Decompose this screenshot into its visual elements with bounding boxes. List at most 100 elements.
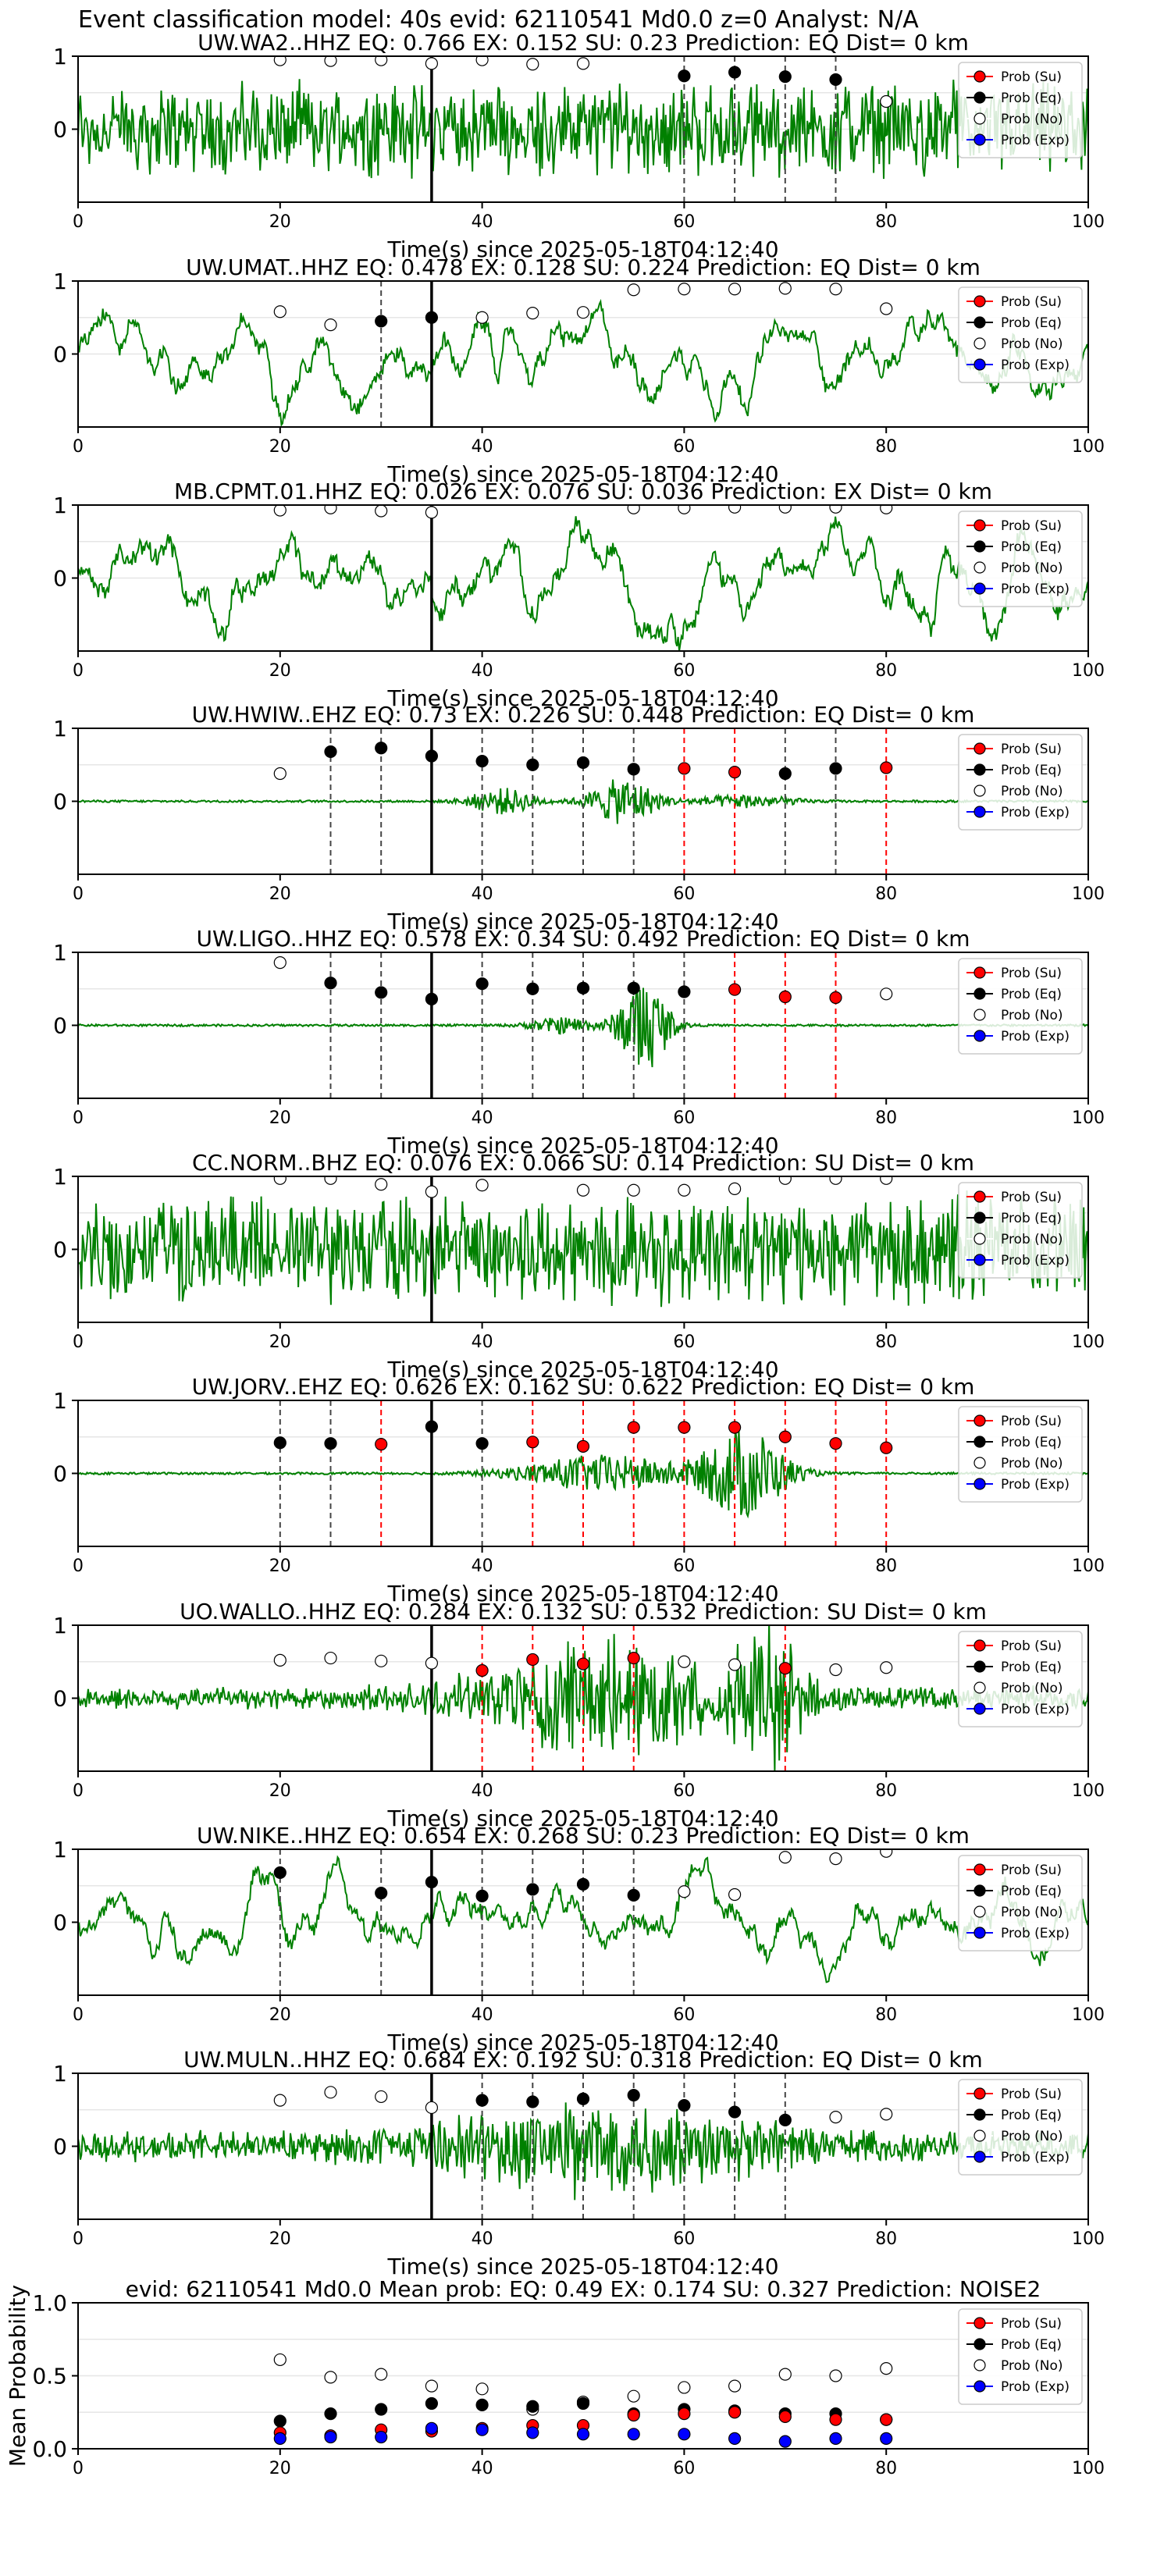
legend-label: Prob (No) — [1001, 2129, 1063, 2144]
prob-point-no — [375, 1178, 388, 1191]
mean-point-no — [880, 2362, 893, 2375]
x-tick-label: 0 — [73, 437, 84, 457]
panel-8: UW.NIKE..HHZ EQ: 0.654 EX: 0.268 SU: 0.2… — [53, 1823, 1105, 2055]
prob-point-su — [375, 1437, 388, 1451]
legend-label: Prob (Eq) — [1001, 1884, 1062, 1899]
x-tick-label: 60 — [673, 2459, 695, 2478]
y-tick-label: 1.0 — [32, 2290, 67, 2316]
prob-point-no — [829, 1852, 842, 1866]
prob-point-su — [627, 1651, 640, 1665]
x-tick-label: 0 — [73, 2229, 84, 2249]
panel-title: UW.NIKE..HHZ EQ: 0.654 EX: 0.268 SU: 0.2… — [197, 1823, 970, 1848]
prob-point-su — [526, 1653, 539, 1667]
plot-area — [78, 1400, 1088, 1546]
prob-point-eq — [778, 2113, 792, 2126]
legend-label: Prob (Su) — [1001, 966, 1062, 981]
prob-point-no — [576, 57, 590, 70]
prob-point-eq — [728, 2105, 742, 2119]
legend-marker-eq — [973, 2108, 986, 2121]
x-tick-label: 80 — [875, 1557, 897, 1576]
prob-point-no — [273, 955, 287, 970]
x-tick-label: 100 — [1072, 1108, 1105, 1128]
mean-point-exp — [425, 2421, 439, 2435]
prob-point-eq — [576, 1877, 590, 1891]
x-tick-label: 40 — [472, 437, 493, 457]
plot-area — [78, 56, 1088, 202]
x-axis-label: Time(s) since 2025-05-18T04:12:40 — [386, 2254, 778, 2279]
prob-point-eq — [627, 981, 640, 994]
mean-point-no — [273, 2353, 287, 2367]
prob-point-no — [778, 1851, 792, 1864]
y-tick-label: 1 — [53, 716, 67, 742]
x-tick-label: 40 — [472, 1108, 493, 1128]
mean-point-no — [829, 2369, 842, 2382]
prob-point-eq — [627, 763, 640, 776]
x-tick-label: 100 — [1072, 437, 1105, 457]
legend-label: Prob (Eq) — [1001, 2108, 1062, 2123]
x-axis-label: Time(s) since 2025-05-18T04:12:40 — [386, 237, 778, 262]
x-tick-label: 80 — [875, 1108, 897, 1128]
legend-marker-exp — [973, 806, 986, 818]
legend-marker-eq — [973, 1212, 986, 1224]
plot-area — [78, 1849, 1088, 1995]
prob-point-no — [324, 1176, 337, 1185]
waveform-trace — [78, 1430, 1088, 1519]
legend-marker-exp — [973, 358, 986, 371]
mean-point-no — [778, 2368, 792, 2381]
x-tick-label: 100 — [1072, 661, 1105, 681]
prob-point-eq — [627, 1888, 640, 1902]
prob-point-eq — [324, 1437, 337, 1450]
x-tick-label: 80 — [875, 2459, 897, 2478]
legend-label: Prob (No) — [1001, 1232, 1063, 1247]
panel-title: UW.HWIW..EHZ EQ: 0.73 EX: 0.226 SU: 0.44… — [192, 702, 975, 728]
y-axis-label: Mean Probability — [5, 2285, 30, 2467]
x-tick-label: 40 — [472, 884, 493, 904]
prob-point-no — [425, 2101, 439, 2115]
prob-point-no — [425, 506, 439, 519]
x-tick-label: 80 — [875, 2229, 897, 2249]
legend-marker-no — [973, 1233, 986, 1245]
prob-point-no — [880, 1176, 893, 1185]
prob-point-eq — [778, 70, 792, 84]
prob-point-no — [475, 1179, 489, 1192]
mean-point-su — [880, 2413, 893, 2426]
prob-point-eq — [576, 756, 590, 770]
legend-label: Prob (Eq) — [1001, 315, 1062, 331]
mean-point-no — [324, 2371, 337, 2384]
legend-label: Prob (Eq) — [1001, 1435, 1062, 1450]
prob-point-no — [678, 1885, 691, 1898]
legend-marker-exp — [973, 2151, 986, 2163]
x-axis-label: Time(s) since 2025-05-18T04:12:40 — [386, 461, 778, 487]
waveform-trace — [78, 982, 1088, 1068]
mean-point-exp — [324, 2430, 337, 2444]
prob-point-no — [880, 2108, 893, 2121]
x-tick-label: 100 — [1072, 1557, 1105, 1576]
prob-point-su — [627, 1421, 640, 1434]
waveform-trace — [78, 1190, 1088, 1308]
prob-point-eq — [425, 992, 439, 1005]
x-tick-label: 0 — [73, 1557, 84, 1576]
mean-point-exp — [475, 2423, 489, 2436]
mean-point-su — [728, 2406, 742, 2419]
prob-point-eq — [627, 2088, 640, 2102]
legend: Prob (Su) Prob (Eq) Prob (No) Prob (Exp) — [958, 286, 1083, 383]
legend-marker-su — [973, 519, 986, 532]
legend-label: Prob (Exp) — [1001, 582, 1070, 597]
legend-label: Prob (Exp) — [1001, 133, 1070, 148]
legend-marker-exp — [973, 1927, 986, 1939]
mean-point-exp — [678, 2428, 691, 2441]
y-tick-label: 0 — [53, 342, 67, 368]
x-tick-label: 40 — [472, 212, 493, 232]
legend-marker-su — [973, 70, 986, 83]
prob-point-su — [576, 1657, 590, 1670]
prob-point-no — [273, 505, 287, 517]
mean-point-su — [778, 2410, 792, 2423]
y-tick-label: 0.0 — [32, 2436, 67, 2462]
plot-area — [273, 2353, 893, 2448]
y-tick-label: 1 — [53, 1837, 67, 1863]
panel-0: UW.WA2..HHZ EQ: 0.766 EX: 0.152 SU: 0.23… — [53, 30, 1105, 262]
legend-label: Prob (Exp) — [1001, 1702, 1070, 1717]
legend-marker-no — [973, 1681, 986, 1694]
legend-box — [958, 511, 1083, 607]
legend-marker-eq — [973, 763, 986, 776]
